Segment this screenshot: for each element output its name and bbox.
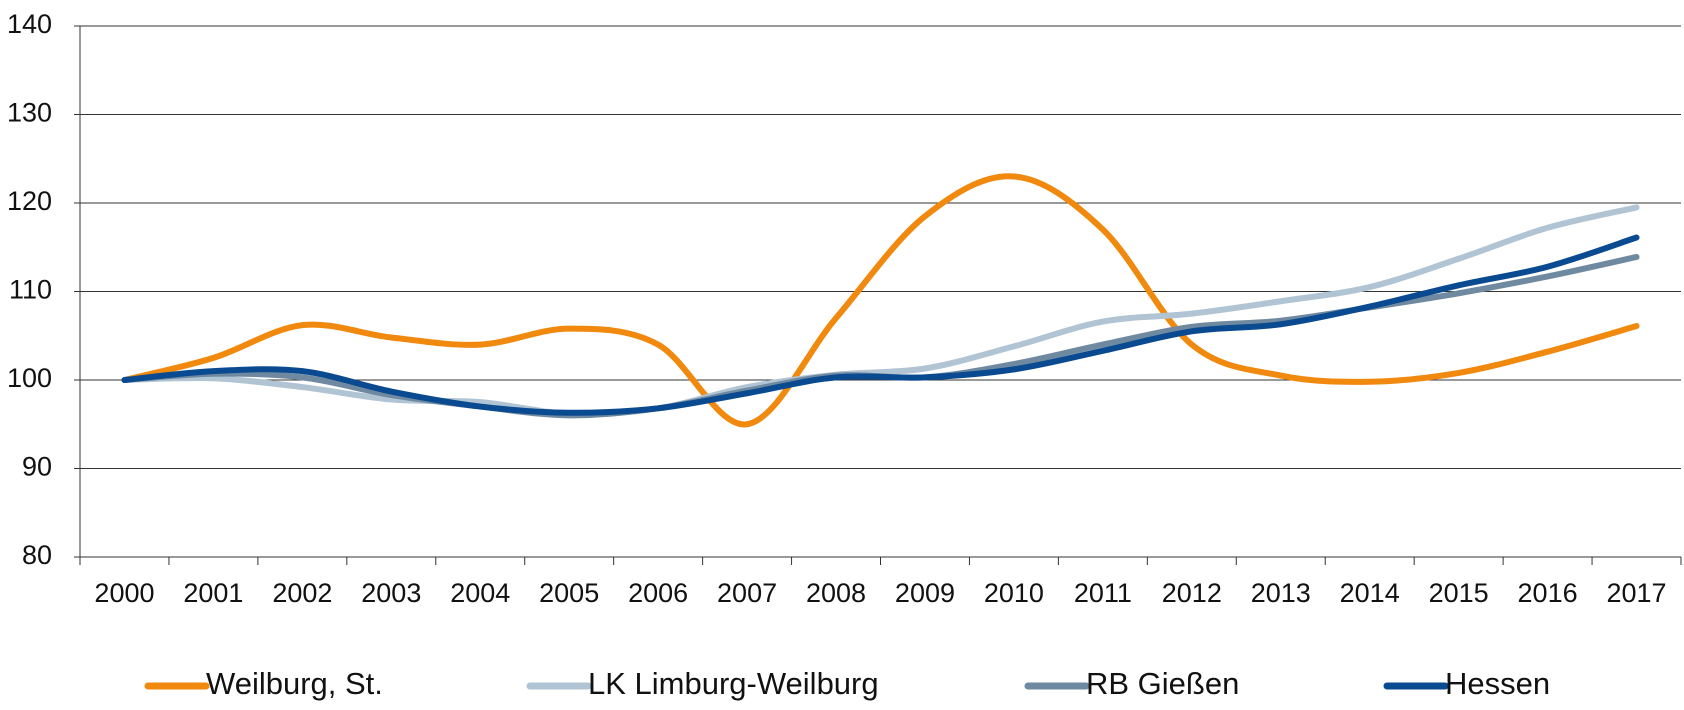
x-tick-label: 2015 (1429, 578, 1489, 608)
y-tick-label: 130 (7, 98, 52, 128)
y-tick-label: 110 (9, 275, 52, 305)
x-tick-label: 2017 (1606, 578, 1666, 608)
x-tick-label: 2010 (984, 578, 1044, 608)
x-tick-label: 2006 (628, 578, 688, 608)
x-tick-label: 2001 (183, 578, 243, 608)
y-tick-label: 100 (7, 363, 52, 393)
series-line (121, 173, 1640, 428)
legend-label: Weilburg, St. (206, 666, 383, 701)
legend-label: Hessen (1445, 666, 1550, 701)
series-line (121, 234, 1640, 416)
y-tick-label: 80 (22, 540, 52, 570)
x-tick-label: 2000 (94, 578, 154, 608)
x-tick-label: 2004 (450, 578, 510, 608)
y-tick-label: 120 (7, 186, 52, 216)
x-tick-label: 2002 (272, 578, 332, 608)
y-tick-label: 90 (22, 452, 52, 482)
x-tick-label: 2009 (895, 578, 955, 608)
x-tick-label: 2008 (806, 578, 866, 608)
legend-label: LK Limburg-Weilburg (588, 666, 879, 701)
x-tick-label: 2014 (1340, 578, 1400, 608)
x-tick-label: 2003 (361, 578, 421, 608)
x-tick-label: 2011 (1074, 578, 1132, 608)
x-tick-label: 2016 (1518, 578, 1578, 608)
y-tick-label: 140 (7, 9, 52, 39)
x-tick-label: 2013 (1251, 578, 1311, 608)
x-tick-label: 2005 (539, 578, 599, 608)
x-tick-label: 2007 (717, 578, 777, 608)
legend-label: RB Gießen (1086, 666, 1239, 701)
x-tick-label: 2012 (1162, 578, 1222, 608)
series-line (121, 204, 1640, 417)
